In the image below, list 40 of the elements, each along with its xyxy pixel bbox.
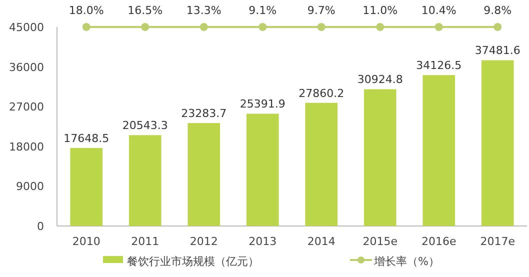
data-label: 23283.7: [181, 107, 227, 120]
data-label: 27860.2: [298, 86, 344, 100]
bar: [128, 135, 162, 226]
annotation: 9.7%: [307, 4, 336, 17]
y-tick-label: 9000: [16, 180, 44, 194]
x-tick-label: 2015e: [362, 235, 398, 248]
bar: [70, 148, 103, 226]
bar: [188, 123, 220, 226]
bar: [305, 102, 338, 226]
annotation: 16.5%: [128, 4, 163, 17]
x-tick-label: 2010: [72, 235, 100, 248]
annotation: 13.3%: [186, 4, 222, 17]
data-label: 17648.5: [64, 132, 110, 145]
x-tick-label: 2013: [248, 235, 277, 248]
annotation: 10.4%: [421, 4, 456, 17]
annotation: 9.8%: [484, 4, 512, 17]
y-tick-label: 45000: [9, 21, 44, 34]
x-tick-label: 2016e: [421, 235, 456, 248]
data-label: 37481.6: [474, 44, 520, 58]
legend-label: 增长率（%）: [373, 255, 440, 268]
y-tick-label: 36000: [9, 60, 44, 74]
annotation: 18.0%: [68, 4, 104, 17]
bar: [246, 114, 279, 226]
legend-label: 餐饮行业市场规模（亿元）: [127, 255, 259, 268]
data-label: 25391.9: [240, 98, 286, 111]
data-label: 34126.5: [416, 59, 462, 72]
x-tick-label: 2014: [307, 235, 336, 248]
annotation: 11.0%: [362, 4, 398, 17]
annotation: 9.1%: [248, 4, 277, 17]
data-label: 20543.3: [122, 119, 168, 132]
bar: [422, 75, 456, 226]
x-tick-label: 2011: [131, 235, 160, 248]
y-tick-label: 27000: [9, 100, 44, 114]
x-tick-label: 2012: [190, 235, 218, 248]
bar: [481, 60, 514, 226]
bar: [364, 89, 396, 226]
x-tick-label: 2017e: [480, 235, 516, 248]
y-tick-label: 0: [37, 220, 44, 233]
y-tick-label: 18000: [9, 140, 44, 154]
data-label: 30924.8: [357, 73, 403, 86]
